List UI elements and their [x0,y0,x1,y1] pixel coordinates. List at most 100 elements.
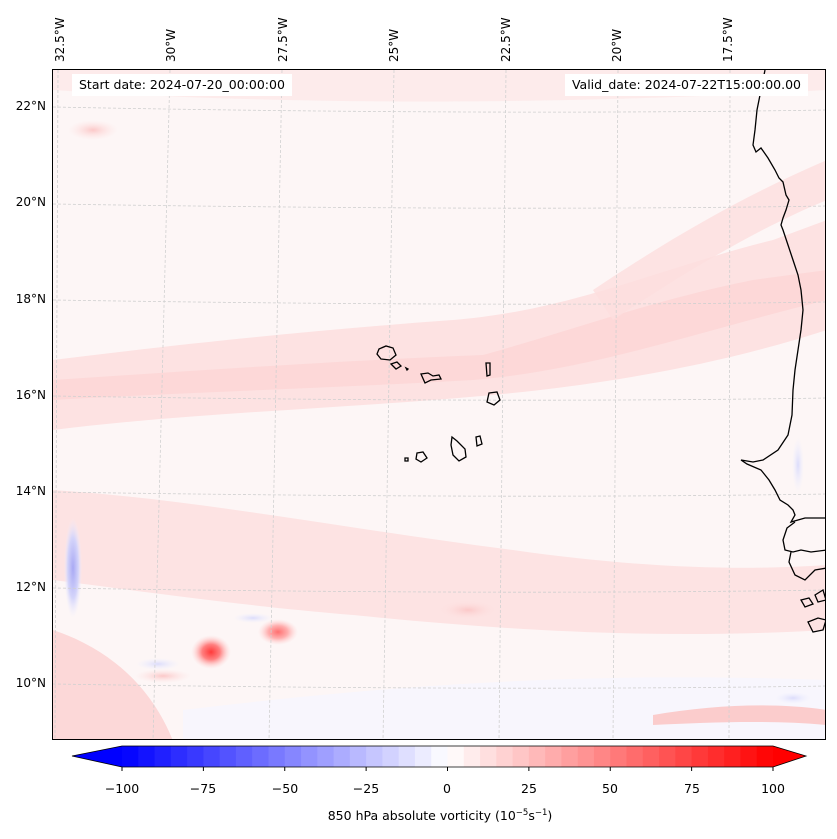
vorticity-min-small-3 [775,692,811,704]
colorbar-cell [561,746,579,767]
coastlines [376,70,825,633]
meridian-22-5w [498,70,507,739]
meridian-27-5w [268,70,283,739]
island-boa-vista [486,391,501,406]
vorticity-min-far-west [64,518,82,618]
colorbar-cell [740,746,758,767]
vorticity-min-coast [792,437,804,493]
colorbar-cell [268,746,286,767]
meridian-20w [612,70,619,739]
cbar-tick-label: 50 [602,781,618,796]
colorbar-cell [203,746,221,767]
cbar-tick-label: −25 [352,781,380,796]
island-santa-luzia [404,366,410,372]
cbar-label-close: ) [547,808,553,824]
field-bands [53,70,825,739]
band-south-east [653,705,825,725]
colorbar-cell [349,746,367,767]
colorbar-cell [170,746,188,767]
island-sao-vicente [389,361,403,370]
field-extrema [64,120,811,704]
colorbar-cell [382,746,400,767]
parallel-14n [53,491,825,497]
lon-label-20w: 20°W [610,28,624,62]
colorbar [71,745,808,771]
colorbar-cell [333,746,351,767]
island-bissagos-2 [814,588,825,603]
colorbar-cell [659,746,676,767]
colorbar-cell [317,746,335,767]
map-panel[interactable] [52,69,826,740]
colorbar-cell [431,746,448,767]
parallel-20n [53,203,825,209]
cbar-tick-label: 75 [684,781,700,796]
colorbar-cell [301,746,318,767]
cbar-label-exp: −1 [534,808,548,818]
start-date-label: Start date: 2024-07-20_00:00:00 [72,74,292,96]
lon-label-32-5w: 32.5°W [53,17,67,62]
colorbar-cell [284,746,302,767]
valid-date-label: Valid_date: 2024-07-22T15:00:00.00 [564,74,808,96]
colorbar-cell [463,746,481,767]
island-sal [485,362,491,377]
cbar-tick-label: 25 [521,781,537,796]
parallel-22n [53,106,825,113]
island-bissagos-3 [807,617,825,633]
lon-label-27-5w: 27.5°W [276,17,290,62]
colorbar-extend-high [773,746,806,767]
meridian-32-5w [54,70,59,739]
colorbar-cell [545,746,562,767]
cbar-tick-label: −75 [189,781,217,796]
colorbar-cell [610,746,628,767]
colorbar-cell [707,746,725,767]
lat-label-14n: 14°N [15,484,46,498]
colorbar-cell [122,746,139,767]
parallel-10n [53,683,825,689]
island-santo-antao [376,345,397,361]
vorticity-max-small-1 [135,669,191,683]
vorticity-max-east [258,619,298,645]
island-bissagos-1 [800,597,814,608]
meridian-30w [152,70,171,739]
band-south [53,630,173,739]
lat-label-12n: 12°N [15,580,46,594]
vorticity-min-small-2 [233,613,273,623]
vorticity-max-west [191,635,231,669]
colorbar-cell [756,746,774,767]
colorbar-cell [219,746,237,767]
island-sao-nicolau [420,372,443,384]
lon-label-25w: 25°W [387,28,401,62]
colorbar-extend-low [72,746,122,767]
lat-label-16n: 16°N [15,388,46,402]
meridian-17-5w [728,70,731,739]
lon-label-30w: 30°W [164,28,178,62]
colorbar-cell [642,746,660,767]
parallel-12n [53,587,825,593]
colorbar-cells [122,746,774,767]
cbar-tick-label: 100 [761,781,785,796]
lat-label-20n: 20°N [15,195,46,209]
lat-label-22n: 22°N [15,99,46,113]
cbar-tick-label: −50 [271,781,299,796]
band-16n-core [53,270,825,400]
colorbar-outline [71,745,808,768]
colorbar-cell [154,746,172,767]
cbar-label-text: 850 hPa absolute vorticity (10 [327,808,516,824]
lat-label-18n: 18°N [15,292,46,306]
vorticity-max-small-2 [438,600,498,620]
lat-label-10n: 10°N [15,676,46,690]
colorbar-cell [138,746,156,767]
colorbar-cell [414,746,432,767]
band-se-diagonal [593,160,825,320]
island-santiago [450,435,467,462]
meridian-25w [382,70,395,739]
cbar-tick-label: −100 [104,781,140,796]
colorbar-cell [675,746,693,767]
colorbar-cell [235,746,253,767]
colorbar-ticks [121,767,774,771]
coastline-west-africa [740,70,825,524]
colorbar-label: 850 hPa absolute vorticity (10−5s−1) [0,808,837,823]
lon-label-17-5w: 17.5°W [721,17,735,62]
island-fogo [415,451,428,463]
colorbar-cell [496,746,514,767]
